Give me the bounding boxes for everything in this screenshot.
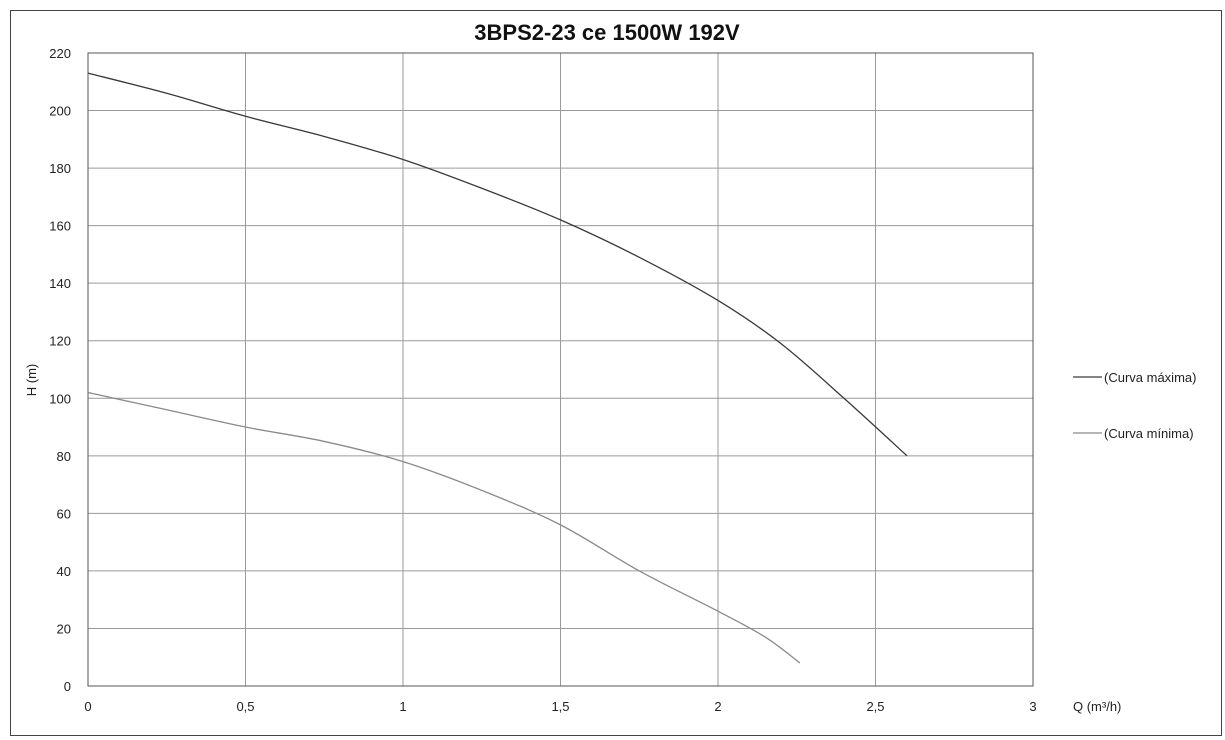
y-tick-label: 200 [49, 104, 71, 119]
legend: (Curva máxima) (Curva mínima) [1073, 370, 1196, 441]
axis-tick-labels: 0 0,5 1 1,5 2 2,5 3 0 20 40 60 80 100 120 140 160 180 200… [49, 46, 1036, 714]
plot-area-border [87, 52, 1034, 687]
legend-label: (Curva mínima) [1104, 426, 1194, 441]
x-tick-label: 1 [399, 699, 406, 714]
legend-label: (Curva máxima) [1104, 370, 1196, 385]
y-tick-label: 160 [49, 219, 71, 234]
y-tick-label: 180 [49, 161, 71, 176]
x-tick-label: 3 [1029, 699, 1036, 714]
x-tick-label: 1,5 [551, 699, 569, 714]
y-tick-label: 220 [49, 46, 71, 61]
series-line-max [87, 72, 908, 457]
y-tick-label: 140 [49, 276, 71, 291]
x-tick-label: 2 [714, 699, 721, 714]
chart-frame [10, 10, 1222, 736]
y-tick-label: 100 [49, 391, 71, 406]
x-tick-label: 0,5 [236, 699, 254, 714]
chart-title: 3BPS2-23 ce 1500W 192V [474, 20, 740, 45]
x-tick-label: 2,5 [866, 699, 884, 714]
y-tick-label: 60 [57, 506, 71, 521]
y-tick-label: 120 [49, 334, 71, 349]
y-axis-title: H (m) [24, 364, 39, 397]
y-tick-label: 80 [57, 449, 71, 464]
grid-lines [88, 53, 1033, 686]
x-tick-label: 0 [84, 699, 91, 714]
data-series [87, 72, 908, 664]
y-tick-label: 0 [64, 679, 71, 694]
series-line-min [87, 391, 801, 664]
x-axis-title: Q (m³/h) [1073, 699, 1121, 714]
y-tick-label: 40 [57, 564, 71, 579]
y-tick-label: 20 [57, 621, 71, 636]
